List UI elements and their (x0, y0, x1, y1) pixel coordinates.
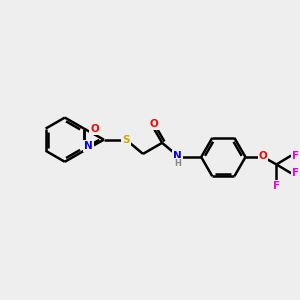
Text: O: O (149, 119, 158, 129)
Text: F: F (292, 151, 299, 160)
Text: H: H (174, 159, 181, 168)
Text: F: F (273, 181, 280, 191)
Text: S: S (122, 135, 130, 145)
Text: N: N (84, 141, 93, 151)
Text: N: N (173, 151, 182, 160)
Text: O: O (90, 124, 99, 134)
Text: O: O (259, 151, 268, 160)
Text: F: F (292, 168, 299, 178)
